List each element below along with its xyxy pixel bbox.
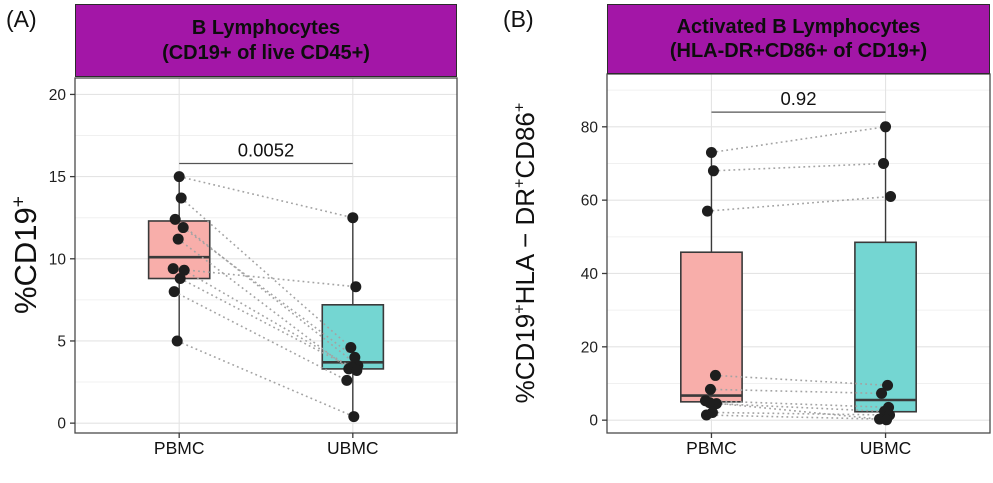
pair-line	[712, 411, 890, 416]
pair-line	[183, 269, 353, 368]
data-point	[341, 374, 353, 386]
data-point	[350, 281, 362, 293]
panel-b: (B) Activated B Lymphocytes (HLA-DR+CD86…	[497, 0, 993, 462]
y-tick-label: 60	[581, 193, 599, 210]
data-point	[167, 263, 179, 275]
pair-line	[179, 277, 358, 372]
y-tick-label: 5	[57, 333, 66, 350]
x-category-label: PBMC	[154, 438, 205, 458]
pair-line	[176, 340, 355, 418]
pair-line	[716, 402, 885, 413]
panel-b-subtitle: (HLA-DR+CD86+ of CD19+)	[669, 40, 928, 62]
panel-a-plot: 0 5 10 15 20 PBMC UBMC 0.0052	[49, 77, 458, 458]
pair-line	[173, 267, 356, 288]
pair-line	[715, 374, 888, 387]
data-point	[349, 351, 361, 363]
y-tick-label: 20	[581, 339, 599, 356]
pair-line	[705, 399, 889, 409]
data-point	[172, 233, 184, 245]
data-point	[705, 146, 717, 158]
pair-line	[713, 162, 884, 172]
y-tick-label: 10	[49, 251, 67, 268]
x-category-label: UBMC	[860, 438, 912, 458]
pair-line	[706, 414, 880, 420]
data-point	[347, 212, 359, 224]
panel-a-title-strip: B Lymphocytes (CD19+ of live CD45+)	[75, 4, 457, 77]
data-point	[178, 264, 190, 276]
data-point	[709, 369, 721, 381]
pair-line	[182, 226, 356, 359]
panel-b-plot: 0 20 40 60 80 PBMC UBMC 0.92	[581, 73, 991, 458]
data-point	[707, 165, 719, 177]
data-point	[174, 273, 186, 285]
panel-a-title: B Lymphocytes	[191, 17, 341, 40]
data-point	[173, 171, 185, 183]
data-point	[878, 157, 890, 169]
x-category-label: UBMC	[327, 438, 379, 458]
y-tick-label: 80	[581, 119, 599, 136]
data-point	[348, 411, 360, 423]
data-point	[168, 286, 180, 298]
data-point	[882, 379, 894, 391]
pair-line	[178, 175, 354, 219]
data-point	[885, 190, 897, 202]
data-point	[701, 205, 713, 217]
pair-line	[707, 195, 891, 212]
data-point	[345, 342, 357, 354]
data-point	[704, 383, 716, 395]
pair-line	[173, 290, 348, 382]
x-category-label: PBMC	[686, 438, 737, 458]
pair-line	[177, 238, 350, 370]
y-tick-label: 0	[57, 416, 66, 433]
y-tick-label: 40	[581, 266, 599, 283]
data-point	[175, 192, 187, 204]
box-pbmc	[680, 251, 743, 403]
plot-panel-border	[606, 73, 991, 434]
data-point	[703, 397, 715, 409]
data-point	[880, 121, 892, 133]
data-point	[881, 414, 893, 426]
data-point	[351, 365, 363, 377]
data-point	[700, 409, 712, 421]
plot-panel-border	[74, 77, 458, 434]
y-tick-label: 20	[49, 87, 67, 104]
pair-line	[711, 126, 886, 154]
panel-b-letter: (B)	[503, 6, 534, 32]
pvalue-label: 0.0052	[238, 139, 295, 160]
data-point	[169, 213, 181, 225]
data-point	[177, 222, 189, 234]
pair-line	[710, 388, 882, 395]
panel-b-title: Activated B Lymphocytes	[676, 15, 921, 38]
y-tick-label: 15	[49, 169, 66, 186]
data-point	[876, 387, 888, 399]
data-point	[171, 335, 183, 347]
panel-b-title-strip: Activated B Lymphocytes (HLA-DR+CD86+ of…	[607, 4, 990, 74]
panel-a: (A) B Lymphocytes (CD19+ of live CD45+) …	[0, 0, 497, 462]
panel-a-letter: (A)	[6, 6, 37, 32]
panel-a-subtitle: (CD19+ of live CD45+)	[162, 41, 370, 64]
pvalue-label: 0.92	[780, 88, 816, 109]
y-tick-label: 0	[589, 413, 598, 430]
